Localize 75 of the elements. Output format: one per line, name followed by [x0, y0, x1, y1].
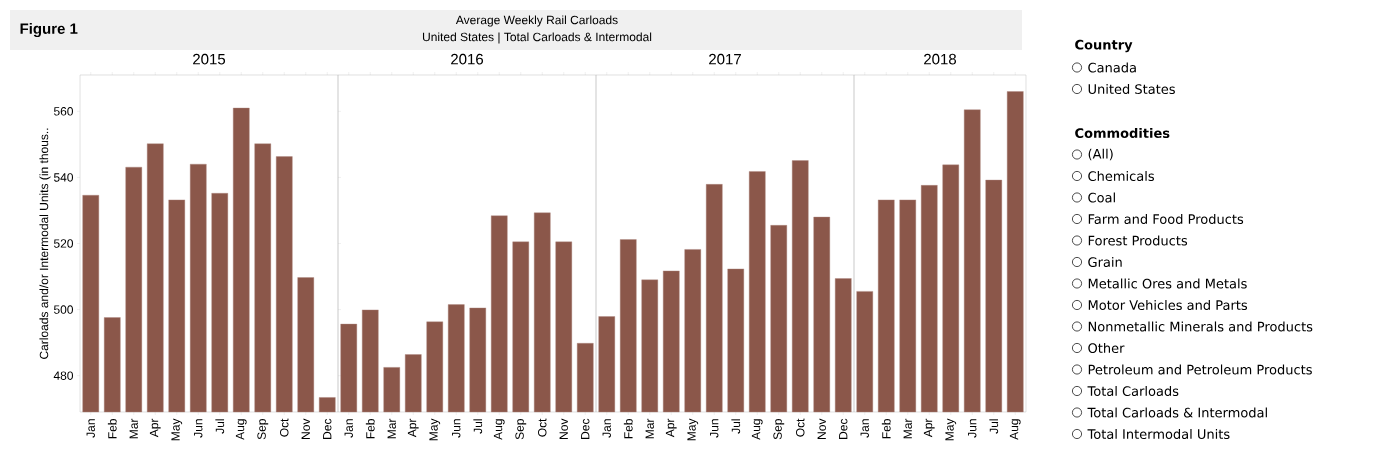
- text: Nonmetallic Minerals and Products: [1088, 321, 1313, 332]
- x-tick-label: Dec: [323, 418, 332, 439]
- text: Petroleum and Petroleum Products: [1088, 364, 1312, 375]
- x-tick-label: Jun: [452, 419, 461, 438]
- text: Average Weekly Rail Carloads: [455, 15, 618, 27]
- text: Metallic Ores and Metals: [1088, 278, 1247, 289]
- x-tick-label: Nov: [301, 418, 310, 439]
- x-tick-label: Feb: [107, 419, 117, 439]
- x-tick-label: May: [429, 418, 441, 441]
- x-tick-label: Sep: [257, 419, 269, 440]
- x-tick-label: Sep: [773, 419, 785, 440]
- chart-title: 2015: [193, 53, 226, 65]
- y-tick-label: 540: [53, 173, 74, 182]
- text: Canada: [1088, 62, 1136, 73]
- chart-title: 2016: [451, 53, 484, 65]
- x-tick-label: Oct: [280, 418, 289, 437]
- x-tick-label: Dec: [839, 418, 848, 439]
- text: Country: [1075, 39, 1133, 53]
- y-tick-label: 520: [53, 239, 74, 248]
- chart-title: 2017: [709, 53, 741, 65]
- text: Commodities: [1075, 127, 1170, 139]
- x-tick-label: Apr: [923, 418, 935, 438]
- x-tick-label: Aug: [235, 419, 247, 440]
- text: Motor Vehicles and Parts: [1088, 299, 1248, 311]
- x-tick-label: Sep: [515, 419, 527, 440]
- text: Total Carloads & Intermodal: [1087, 407, 1267, 418]
- y-tick-label: 480: [53, 371, 74, 380]
- text: (All): [1088, 148, 1113, 161]
- text: Total Intermodal Units: [1087, 428, 1230, 440]
- x-tick-label: Nov: [817, 418, 826, 439]
- x-tick-label: Apr: [149, 418, 161, 438]
- x-tick-label: Feb: [365, 419, 375, 439]
- x-tick-label: Jul: [731, 419, 741, 434]
- x-tick-label: May: [945, 418, 957, 441]
- x-tick-label: Jun: [194, 419, 203, 438]
- x-tick-label: Jun: [710, 419, 719, 438]
- x-tick-label: Mar: [903, 418, 912, 439]
- x-tick-label: Jan: [86, 419, 95, 438]
- y-tick-label: 560: [53, 107, 74, 116]
- text: Total Carloads: [1087, 385, 1179, 397]
- x-tick-label: Aug: [1009, 419, 1021, 440]
- x-tick-label: Nov: [559, 418, 568, 439]
- text: United States | Total Carloads & Intermodal: [422, 32, 652, 44]
- y-tick-label: 500: [53, 305, 74, 314]
- x-tick-label: Jul: [473, 419, 483, 434]
- text: Chemicals: [1088, 170, 1154, 182]
- x-tick-label: Jul: [989, 419, 999, 434]
- x-tick-label: Feb: [881, 419, 891, 439]
- text: Farm and Food Products: [1088, 213, 1244, 225]
- x-tick-label: Mar: [387, 418, 396, 439]
- text: Forest Products: [1088, 235, 1188, 246]
- x-tick-label: Oct: [796, 418, 805, 437]
- x-tick-label: May: [687, 418, 699, 441]
- x-tick-label: Oct: [538, 418, 547, 437]
- x-tick-label: Mar: [129, 418, 138, 439]
- x-tick-label: Jan: [860, 419, 869, 438]
- x-tick-label: Aug: [751, 419, 763, 440]
- x-tick-label: Jan: [344, 419, 353, 438]
- x-tick-label: Dec: [581, 418, 590, 439]
- x-tick-label: Aug: [493, 419, 505, 440]
- caption: Figure 1: [20, 22, 78, 38]
- x-tick-label: Mar: [645, 418, 654, 439]
- text: Coal: [1088, 192, 1115, 203]
- text: Grain: [1088, 256, 1122, 268]
- x-tick-label: Apr: [407, 418, 419, 438]
- x-tick-label: Jun: [968, 419, 977, 438]
- x-tick-label: May: [171, 418, 183, 441]
- x-tick-label: Jul: [215, 419, 225, 434]
- chart-title: 2018: [924, 53, 957, 65]
- x-tick-label: Apr: [665, 418, 677, 438]
- y-axis-title: Carloads and/or Intermodal Units (in thous..: [39, 128, 51, 359]
- x-tick-label: Jan: [602, 419, 611, 438]
- text: United States: [1088, 83, 1175, 95]
- text: Other: [1088, 342, 1125, 354]
- x-tick-label: Feb: [623, 419, 633, 439]
